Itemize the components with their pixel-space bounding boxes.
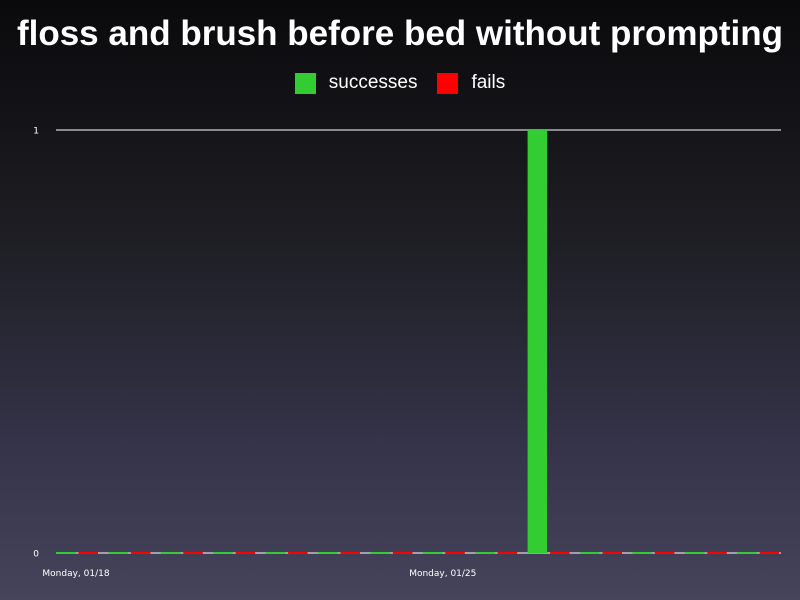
bar-successes-01-20 xyxy=(160,552,181,554)
bar-successes-01-22 xyxy=(265,552,286,554)
bar-successes-01-19 xyxy=(108,552,128,554)
gridlines xyxy=(56,129,781,554)
bar-fails-01-23 xyxy=(340,552,360,554)
legend-label-fails: fails xyxy=(471,72,506,93)
bar-fails-01-27 xyxy=(550,552,570,554)
x-tick-label: Monday, 01/18 xyxy=(42,569,109,579)
x-axis-ticks: Monday, 01/18 Monday, 01/25 xyxy=(42,569,476,579)
bar-successes-01-29 xyxy=(632,552,652,554)
bar-fails-01-21 xyxy=(235,552,256,554)
y-axis-ticks: 01 xyxy=(33,127,39,560)
y-tick-label: 1 xyxy=(33,127,39,137)
bar-successes-01-31 xyxy=(737,552,757,554)
legend: successes fails xyxy=(0,72,800,94)
legend-swatch-fails xyxy=(437,72,459,94)
bar-fails-01-26 xyxy=(497,552,518,554)
bars xyxy=(56,130,780,554)
bar-fails-01-29 xyxy=(654,552,675,554)
x-tick-label: Monday, 01/25 xyxy=(409,569,476,579)
bar-fails-01-25 xyxy=(445,552,465,554)
bar-fails-01-22 xyxy=(288,552,308,554)
bar-successes-01-30 xyxy=(684,552,705,554)
bar-fails-01-30 xyxy=(707,552,727,554)
bar-successes-01-18 xyxy=(56,552,76,554)
bar-successes-01-28 xyxy=(580,552,600,554)
bar-fails-01-19 xyxy=(130,552,151,554)
bar-successes-01-24 xyxy=(370,552,390,554)
legend-swatch-successes xyxy=(294,72,316,94)
legend-label-successes: successes xyxy=(328,72,418,93)
bar-fails-01-31 xyxy=(759,552,780,554)
bar-fails-01-18 xyxy=(78,552,98,554)
bar-successes-01-25 xyxy=(422,552,443,554)
bar-successes-01-23 xyxy=(318,552,338,554)
bar-fails-01-28 xyxy=(602,552,622,554)
bar-successes-01-27 xyxy=(527,130,548,553)
y-tick-label: 0 xyxy=(33,550,39,560)
legend-item-fails: fails xyxy=(437,72,505,94)
chart-title: floss and brush before bed without promp… xyxy=(16,14,784,53)
bar-successes-01-26 xyxy=(475,552,495,554)
bar-successes-01-21 xyxy=(213,552,233,554)
bar-fails-01-20 xyxy=(183,552,203,554)
bar-fails-01-24 xyxy=(392,552,413,554)
legend-item-successes: successes xyxy=(294,72,418,94)
